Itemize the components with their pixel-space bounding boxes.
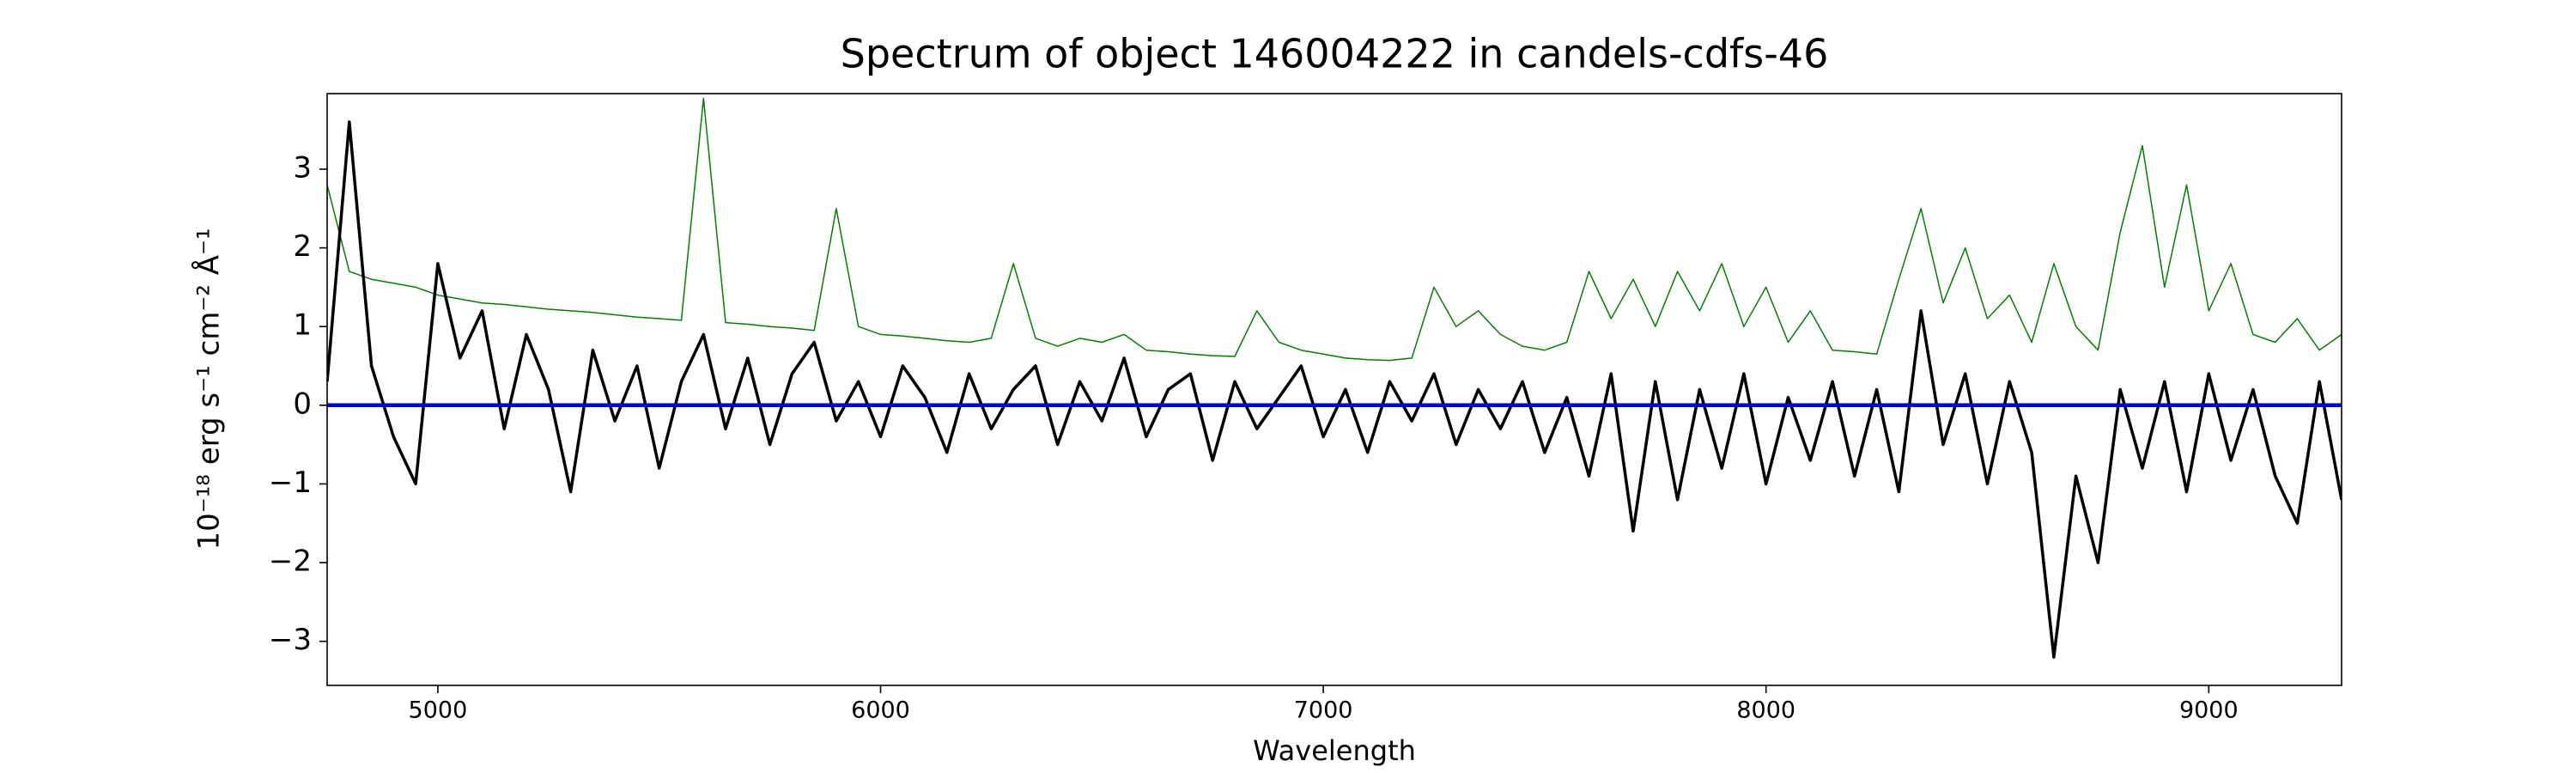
x-axis-label: Wavelength — [1253, 734, 1416, 767]
plot-frame — [326, 93, 2342, 686]
y-tick-label: −1 — [269, 466, 312, 500]
y-tick-label: 3 — [293, 150, 312, 185]
y-tick-label: 1 — [293, 308, 312, 343]
chart-title: Spectrum of object 146004222 in candels-… — [841, 31, 1829, 77]
x-tick-label: 7000 — [1294, 697, 1353, 724]
y-tick-label: −2 — [269, 545, 312, 579]
y-axis-label: 10⁻¹⁸ erg s⁻¹ cm⁻² Å⁻¹ — [191, 228, 227, 550]
spectrum-line — [327, 120, 2342, 659]
y-tick-label: 2 — [293, 229, 312, 264]
y-tick-label: 0 — [293, 386, 312, 421]
spectrum-line — [327, 97, 2342, 362]
x-tick-label: 9000 — [2179, 697, 2239, 724]
x-tick-label: 5000 — [409, 697, 468, 724]
x-tick-label: 6000 — [851, 697, 910, 724]
x-tick-label: 8000 — [1736, 697, 1795, 724]
y-tick-label: −3 — [269, 623, 312, 657]
